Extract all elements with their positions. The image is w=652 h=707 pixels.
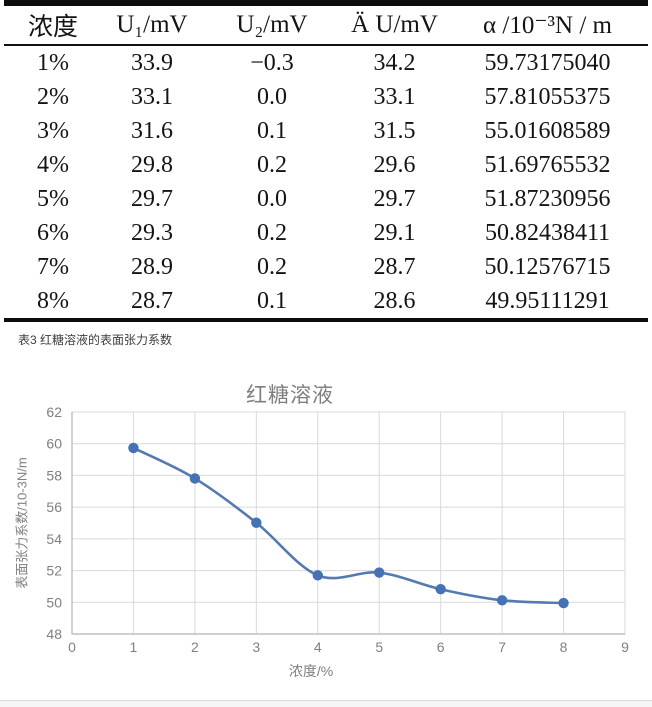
x-axis-label: 浓度/% [288, 663, 334, 679]
table-cell: 0.0 [257, 84, 287, 110]
table-cell: 33.9 [131, 50, 173, 76]
table-cell: 2% [37, 84, 69, 110]
table-cell: 0.1 [257, 288, 287, 314]
table-cell: 29.1 [373, 220, 416, 246]
table-cell: 28.6 [373, 288, 416, 314]
table-body: 1% 33.9 −0.3 34.2 59.73175040 2% 33.1 0.0 33.1 57… [4, 45, 648, 320]
data-point-marker [189, 473, 201, 484]
table-cell: 50.12576715 [484, 254, 611, 280]
y-tick-label: 54 [46, 531, 62, 547]
y-tick-label: 60 [46, 436, 62, 452]
table-cell: 28.7 [373, 254, 416, 280]
table-row: 5% 29.7 0.0 29.7 51.87230956 [4, 182, 648, 216]
x-tick-label: 9 [621, 639, 629, 655]
plot-border [71, 411, 626, 635]
table-header-cell: U₂/mV [202, 3, 342, 46]
x-tick-label: 2 [191, 639, 199, 655]
table-header-cell: U₁/mV [102, 3, 202, 46]
table-cell: 50.82438411 [484, 220, 611, 246]
table-cell: 0.0 [257, 186, 287, 212]
data-point-marker [435, 584, 446, 595]
table-cell: 51.87230956 [484, 186, 611, 212]
table-cell: 29.3 [131, 220, 173, 246]
table-cell: 29.8 [131, 152, 173, 178]
table-cell: 0.2 [257, 152, 287, 178]
table-header-cell: Ä U/mV [342, 3, 447, 46]
data-point-marker [374, 567, 385, 578]
x-tick-label: 6 [437, 639, 445, 655]
table-row: 4% 29.8 0.2 29.6 51.69765532 [4, 148, 648, 182]
data-point-marker [312, 570, 323, 581]
table-row: 1% 33.9 −0.3 34.2 59.73175040 [4, 45, 648, 80]
table-cell: 0.2 [257, 220, 287, 246]
table-cell: 0.2 [257, 254, 287, 280]
x-tick-label: 1 [130, 639, 138, 655]
table-cell: 4% [37, 152, 69, 178]
data-point-marker [128, 442, 139, 454]
table-cell: 29.7 [131, 186, 173, 212]
table-cell: 55.01608589 [484, 118, 611, 144]
y-tick-label: 56 [46, 499, 62, 515]
table-row: 2% 33.1 0.0 33.1 57.81055375 [4, 80, 648, 114]
table-cell: 34.2 [373, 50, 416, 76]
table-cell: 7% [37, 254, 69, 280]
y-tick-label: 62 [46, 404, 62, 420]
chart-title: 红糖溶液 [246, 384, 334, 407]
x-tick-label: 4 [314, 639, 322, 655]
data-point-marker [558, 597, 569, 609]
x-tick-label: 8 [560, 639, 568, 655]
table-cell: −0.3 [250, 50, 294, 76]
table-section: 浓度 U₁/mV U₂/mV Ä U/mV α /10⁻³N / m 1% 33.9 −0.… [4, 0, 648, 322]
x-tick-label: 5 [375, 639, 383, 655]
table-cell: 33.1 [131, 84, 173, 110]
bottom-divider [0, 700, 652, 707]
table-cell: 6% [37, 220, 69, 246]
table-row: 7% 28.9 0.2 28.7 50.12576715 [4, 250, 648, 284]
table-cell: 33.1 [373, 84, 416, 110]
y-tick-label: 58 [46, 467, 62, 483]
table-cell: 51.69765532 [484, 152, 611, 178]
table-cell: 3% [37, 118, 69, 144]
table-cell: 28.7 [131, 288, 173, 314]
table-header-cell: 浓度 [4, 3, 102, 46]
table-cell: 57.81055375 [484, 84, 611, 110]
table-cell: 59.73175040 [484, 50, 611, 76]
table-cell: 31.6 [131, 118, 173, 144]
table-cell: 31.5 [373, 118, 416, 144]
table-cell: 1% [37, 50, 69, 76]
table-header-row: 浓度 U₁/mV U₂/mV Ä U/mV α /10⁻³N / m [4, 3, 648, 46]
x-tick-label: 7 [498, 639, 506, 655]
table-row: 8% 28.7 0.1 28.6 49.95111291 [4, 284, 648, 320]
table-cell: 29.7 [373, 186, 416, 212]
series-line [132, 446, 565, 605]
data-point-marker [496, 595, 508, 606]
x-tick-label: 0 [68, 639, 76, 655]
data-point-marker [251, 517, 262, 528]
table-header-cell: α /10⁻³N / m [447, 3, 648, 46]
table-cell: 0.1 [257, 118, 287, 144]
table-cell: 5% [37, 186, 69, 212]
table-cell: 49.95111291 [485, 288, 610, 314]
table-row: 6% 29.3 0.2 29.1 50.82438411 [4, 216, 648, 250]
surface-tension-table: 浓度 U₁/mV U₂/mV Ä U/mV α /10⁻³N / m 1% 33.9 −0.… [4, 0, 648, 322]
table-row: 3% 31.6 0.1 31.5 55.01608589 [4, 114, 648, 148]
y-tick-label: 50 [46, 594, 62, 610]
table-caption: 表3 红糖溶液的表面张力系数 [18, 333, 173, 347]
y-tick-label: 48 [46, 626, 62, 642]
table-cell: 29.6 [373, 152, 416, 178]
table-head: 浓度 U₁/mV U₂/mV Ä U/mV α /10⁻³N / m [4, 3, 648, 46]
y-tick-label: 52 [46, 563, 62, 579]
x-tick-label: 3 [252, 639, 260, 655]
table-cell: 28.9 [131, 254, 173, 280]
table-cell: 8% [37, 288, 69, 314]
